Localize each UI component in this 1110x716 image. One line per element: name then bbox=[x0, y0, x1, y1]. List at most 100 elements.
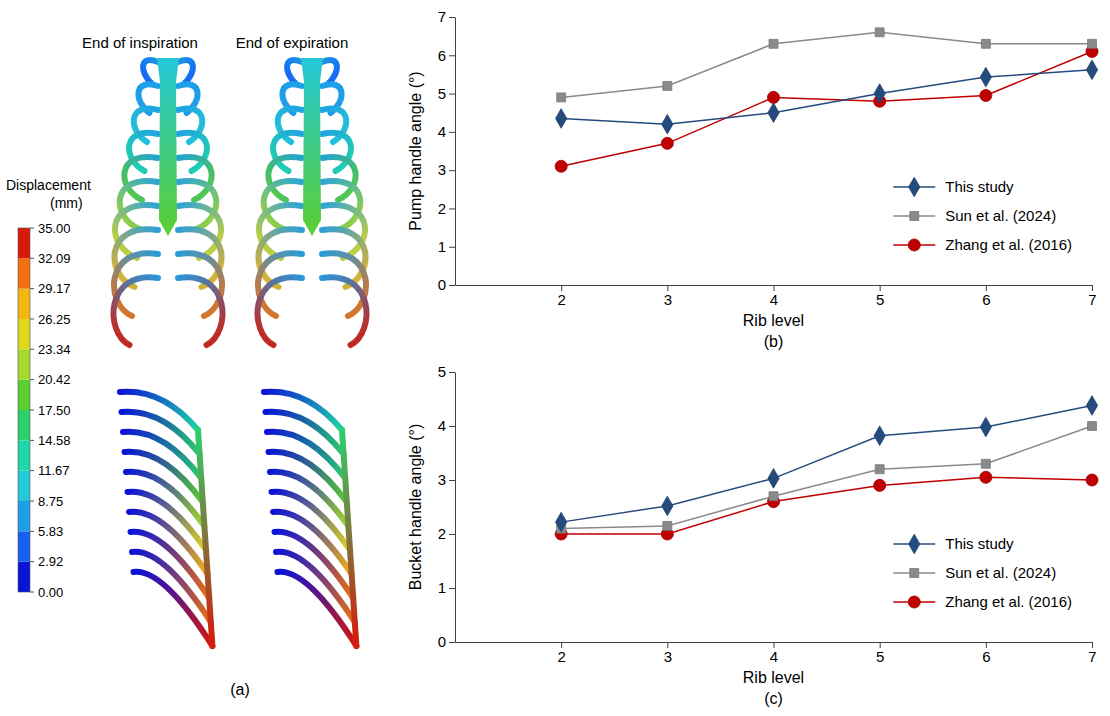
view-title: End of expiration bbox=[236, 34, 349, 51]
colorbar-tick bbox=[30, 379, 34, 380]
colorbar-tick-label: 26.25 bbox=[38, 312, 71, 327]
figure: Displacement(mm)0.002.925.838.7511.6714.… bbox=[0, 0, 1110, 716]
colorbar-tick-label: 2.92 bbox=[38, 554, 63, 569]
y-tick: 0 bbox=[438, 276, 455, 293]
colorbar-band bbox=[18, 440, 30, 470]
rib-cage-side bbox=[120, 392, 212, 646]
series-line bbox=[561, 405, 1092, 522]
colorbar-band bbox=[18, 228, 30, 258]
colorbar-tick bbox=[30, 410, 34, 411]
legend-label: Sun et al. (2024) bbox=[945, 207, 1056, 224]
x-tick-label: 4 bbox=[770, 648, 778, 665]
y-tick-label: 2 bbox=[438, 200, 446, 217]
colorbar-tick bbox=[30, 440, 34, 441]
colorbar-tick-label: 32.09 bbox=[38, 251, 71, 266]
marker bbox=[875, 28, 884, 37]
x-tick-label: 2 bbox=[557, 291, 565, 308]
x-tick-label: 3 bbox=[664, 291, 672, 308]
colorbar-tick-label: 8.75 bbox=[38, 494, 63, 509]
marker bbox=[874, 426, 885, 446]
x-tick: 2 bbox=[557, 642, 565, 665]
colorbar-tick bbox=[30, 501, 34, 502]
rib bbox=[273, 133, 302, 171]
x-tick: 3 bbox=[664, 285, 672, 308]
y-tick-mark bbox=[449, 588, 455, 589]
colorbar-band bbox=[18, 258, 30, 288]
y-axis-title: Bucket handle angle (°) bbox=[407, 424, 424, 591]
colorbar-tick bbox=[30, 531, 34, 532]
series-line bbox=[561, 51, 1092, 166]
y-tick: 7 bbox=[438, 8, 455, 25]
legend-label: This study bbox=[945, 535, 1014, 552]
colorbar-tick bbox=[30, 228, 34, 229]
x-tick: 7 bbox=[1088, 285, 1096, 308]
y-tick: 4 bbox=[438, 417, 455, 434]
marker bbox=[555, 160, 567, 172]
y-tick-label: 3 bbox=[438, 161, 446, 178]
legend-marker bbox=[909, 534, 920, 554]
colorbar-band bbox=[18, 289, 30, 319]
y-axis-line bbox=[455, 18, 456, 286]
panel-label: (a) bbox=[230, 681, 250, 698]
rib bbox=[322, 277, 366, 345]
legend-marker bbox=[910, 569, 919, 578]
x-tick-label: 7 bbox=[1088, 648, 1096, 665]
marker bbox=[980, 89, 992, 101]
colorbar-tick-label: 5.83 bbox=[38, 524, 63, 539]
marker bbox=[663, 521, 672, 530]
legend-label: Sun et al. (2024) bbox=[945, 564, 1056, 581]
marker bbox=[980, 67, 991, 87]
plot-data bbox=[555, 28, 1098, 173]
colorbar-frame bbox=[18, 228, 30, 592]
rib bbox=[278, 572, 357, 646]
marker bbox=[662, 114, 673, 134]
y-axis-title: Pump handle angle (°) bbox=[407, 71, 424, 230]
y-tick-mark bbox=[449, 132, 455, 133]
y-tick-mark bbox=[449, 642, 455, 643]
colorbar-tick-label: 35.00 bbox=[38, 221, 71, 236]
marker bbox=[769, 492, 778, 501]
colorbar-tick bbox=[30, 592, 34, 593]
x-tick-label: 6 bbox=[982, 291, 990, 308]
colorbar-tick-label: 0.00 bbox=[38, 585, 63, 600]
colorbar-tick bbox=[30, 470, 34, 471]
y-tick-mark bbox=[449, 480, 455, 481]
y-tick-mark bbox=[449, 17, 455, 18]
y-tick-label: 1 bbox=[438, 238, 446, 255]
series-line bbox=[561, 32, 1092, 97]
y-tick-label: 3 bbox=[438, 471, 446, 488]
rib bbox=[128, 492, 207, 550]
view-title: End of inspiration bbox=[82, 34, 198, 51]
x-axis: 234567 bbox=[456, 642, 1097, 665]
rib bbox=[143, 60, 158, 84]
y-axis: 01234567 bbox=[438, 8, 456, 293]
y-axis-line bbox=[455, 373, 456, 643]
x-tick-label: 6 bbox=[982, 648, 990, 665]
rib bbox=[178, 253, 222, 316]
marker bbox=[875, 465, 884, 474]
x-tick: 7 bbox=[1088, 642, 1096, 665]
rib bbox=[126, 472, 204, 526]
rib bbox=[322, 60, 337, 84]
marker bbox=[556, 109, 567, 129]
marker bbox=[981, 39, 990, 48]
colorbar-tick-label: 20.42 bbox=[38, 372, 71, 387]
y-tick-mark bbox=[449, 208, 455, 209]
marker bbox=[767, 91, 779, 103]
x-tick: 3 bbox=[664, 642, 672, 665]
sternum bbox=[157, 58, 179, 236]
costal-margin bbox=[342, 430, 356, 646]
legend-marker bbox=[909, 177, 920, 197]
y-tick: 1 bbox=[438, 579, 455, 596]
x-tick: 6 bbox=[982, 642, 990, 665]
series-line bbox=[561, 477, 1092, 534]
legend-label: This study bbox=[945, 178, 1014, 195]
colorbar-tick-label: 17.50 bbox=[38, 403, 71, 418]
y-tick-mark bbox=[449, 55, 455, 56]
panel-a: Displacement(mm)0.002.925.838.7511.6714.… bbox=[6, 34, 366, 698]
marker bbox=[663, 81, 672, 90]
marker bbox=[556, 512, 567, 532]
y-tick-mark bbox=[449, 285, 455, 286]
y-tick-mark bbox=[449, 426, 455, 427]
rib bbox=[178, 60, 193, 84]
